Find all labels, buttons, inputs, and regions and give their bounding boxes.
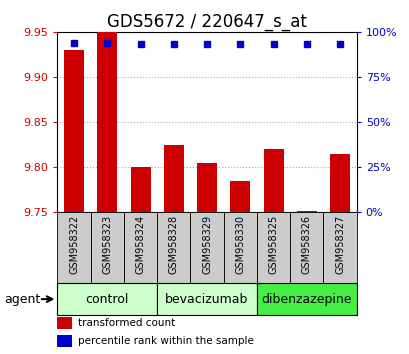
- Text: GSM958326: GSM958326: [301, 215, 311, 274]
- Text: GSM958325: GSM958325: [268, 215, 278, 274]
- Text: GSM958330: GSM958330: [235, 215, 245, 274]
- Text: control: control: [85, 293, 129, 306]
- Bar: [230, 181, 249, 212]
- Text: agent: agent: [4, 293, 40, 306]
- Bar: [329, 154, 349, 212]
- Bar: [296, 211, 316, 212]
- Text: GSM958324: GSM958324: [135, 215, 145, 274]
- Bar: [97, 32, 117, 212]
- Text: percentile rank within the sample: percentile rank within the sample: [78, 336, 254, 346]
- Text: GSM958327: GSM958327: [334, 215, 344, 274]
- Text: GSM958328: GSM958328: [169, 215, 178, 274]
- Bar: [64, 50, 84, 212]
- Bar: [57, 317, 72, 329]
- Bar: [124, 212, 157, 283]
- Bar: [157, 283, 256, 315]
- Text: dibenzazepine: dibenzazepine: [261, 293, 351, 306]
- Bar: [223, 212, 256, 283]
- Bar: [130, 167, 150, 212]
- Bar: [157, 212, 190, 283]
- Bar: [190, 212, 223, 283]
- Bar: [263, 149, 283, 212]
- Bar: [90, 212, 124, 283]
- Text: GSM958323: GSM958323: [102, 215, 112, 274]
- Title: GDS5672 / 220647_s_at: GDS5672 / 220647_s_at: [107, 13, 306, 30]
- Bar: [256, 212, 290, 283]
- Text: transformed count: transformed count: [78, 318, 175, 328]
- Bar: [164, 145, 183, 212]
- Bar: [57, 283, 157, 315]
- Bar: [323, 212, 356, 283]
- Bar: [256, 283, 356, 315]
- Bar: [57, 335, 72, 347]
- Text: GSM958329: GSM958329: [202, 215, 211, 274]
- Bar: [57, 212, 90, 283]
- Bar: [197, 163, 216, 212]
- Text: bevacizumab: bevacizumab: [165, 293, 248, 306]
- Bar: [290, 212, 323, 283]
- Text: GSM958322: GSM958322: [69, 215, 79, 274]
